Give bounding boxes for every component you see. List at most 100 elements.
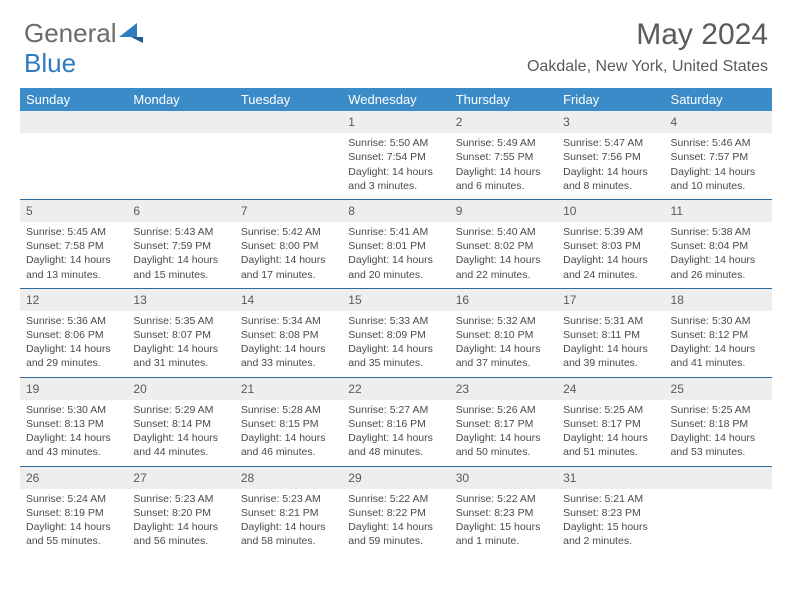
day-line: Sunset: 8:23 PM: [563, 506, 658, 520]
day-line: Sunrise: 5:25 AM: [563, 403, 658, 417]
day-line: and 26 minutes.: [671, 268, 766, 282]
day-line: Sunrise: 5:40 AM: [456, 225, 551, 239]
day-line: Sunrise: 5:42 AM: [241, 225, 336, 239]
calendar-cell: 4Sunrise: 5:46 AMSunset: 7:57 PMDaylight…: [665, 111, 772, 199]
day-line: Sunrise: 5:22 AM: [348, 492, 443, 506]
month-title: May 2024: [527, 18, 768, 52]
calendar-cell: 26Sunrise: 5:24 AMSunset: 8:19 PMDayligh…: [20, 466, 127, 554]
day-line: Sunset: 8:07 PM: [133, 328, 228, 342]
calendar-row: 19Sunrise: 5:30 AMSunset: 8:13 PMDayligh…: [20, 377, 772, 466]
day-line: Sunrise: 5:23 AM: [241, 492, 336, 506]
day-line: Daylight: 14 hours: [671, 165, 766, 179]
day-line: Sunset: 8:17 PM: [563, 417, 658, 431]
day-body-empty: [127, 133, 234, 191]
day-line: Sunrise: 5:41 AM: [348, 225, 443, 239]
day-line: Daylight: 14 hours: [563, 253, 658, 267]
day-line: Sunrise: 5:27 AM: [348, 403, 443, 417]
day-line: Sunset: 8:17 PM: [456, 417, 551, 431]
day-number: 28: [235, 467, 342, 489]
day-body: Sunrise: 5:27 AMSunset: 8:16 PMDaylight:…: [342, 400, 449, 466]
day-number: 5: [20, 200, 127, 222]
day-body-empty: [665, 489, 772, 547]
day-line: Daylight: 14 hours: [348, 342, 443, 356]
day-line: Sunset: 8:21 PM: [241, 506, 336, 520]
day-line: Sunrise: 5:25 AM: [671, 403, 766, 417]
day-line: Sunrise: 5:23 AM: [133, 492, 228, 506]
calendar-cell: 25Sunrise: 5:25 AMSunset: 8:18 PMDayligh…: [665, 377, 772, 466]
day-header: Friday: [557, 88, 664, 111]
day-line: Daylight: 14 hours: [563, 165, 658, 179]
day-line: Sunrise: 5:46 AM: [671, 136, 766, 150]
day-line: Sunset: 8:23 PM: [456, 506, 551, 520]
day-line: and 3 minutes.: [348, 179, 443, 193]
calendar-cell: 17Sunrise: 5:31 AMSunset: 8:11 PMDayligh…: [557, 288, 664, 377]
day-line: and 31 minutes.: [133, 356, 228, 370]
day-body: Sunrise: 5:25 AMSunset: 8:17 PMDaylight:…: [557, 400, 664, 466]
day-line: and 6 minutes.: [456, 179, 551, 193]
day-number-empty: [20, 111, 127, 133]
logo: General: [24, 18, 137, 49]
calendar-cell: 5Sunrise: 5:45 AMSunset: 7:58 PMDaylight…: [20, 199, 127, 288]
day-line: Sunset: 7:58 PM: [26, 239, 121, 253]
calendar-cell: 19Sunrise: 5:30 AMSunset: 8:13 PMDayligh…: [20, 377, 127, 466]
calendar-cell: 15Sunrise: 5:33 AMSunset: 8:09 PMDayligh…: [342, 288, 449, 377]
day-body: Sunrise: 5:46 AMSunset: 7:57 PMDaylight:…: [665, 133, 772, 199]
day-line: Sunset: 7:57 PM: [671, 150, 766, 164]
day-line: Sunrise: 5:22 AM: [456, 492, 551, 506]
calendar-row: 1Sunrise: 5:50 AMSunset: 7:54 PMDaylight…: [20, 111, 772, 199]
day-line: Sunset: 8:18 PM: [671, 417, 766, 431]
day-body: Sunrise: 5:23 AMSunset: 8:21 PMDaylight:…: [235, 489, 342, 555]
calendar-cell: 28Sunrise: 5:23 AMSunset: 8:21 PMDayligh…: [235, 466, 342, 554]
day-body: Sunrise: 5:30 AMSunset: 8:12 PMDaylight:…: [665, 311, 772, 377]
day-number: 19: [20, 378, 127, 400]
day-number: 2: [450, 111, 557, 133]
day-line: Daylight: 14 hours: [26, 520, 121, 534]
day-body: Sunrise: 5:50 AMSunset: 7:54 PMDaylight:…: [342, 133, 449, 199]
calendar-cell: 10Sunrise: 5:39 AMSunset: 8:03 PMDayligh…: [557, 199, 664, 288]
day-line: Sunrise: 5:35 AM: [133, 314, 228, 328]
day-line: Daylight: 14 hours: [241, 253, 336, 267]
calendar-cell: 13Sunrise: 5:35 AMSunset: 8:07 PMDayligh…: [127, 288, 234, 377]
day-line: Sunrise: 5:36 AM: [26, 314, 121, 328]
day-line: Sunrise: 5:49 AM: [456, 136, 551, 150]
day-line: Sunrise: 5:47 AM: [563, 136, 658, 150]
day-number: 29: [342, 467, 449, 489]
day-body: Sunrise: 5:39 AMSunset: 8:03 PMDaylight:…: [557, 222, 664, 288]
day-body: Sunrise: 5:49 AMSunset: 7:55 PMDaylight:…: [450, 133, 557, 199]
day-number: 14: [235, 289, 342, 311]
calendar-cell: 20Sunrise: 5:29 AMSunset: 8:14 PMDayligh…: [127, 377, 234, 466]
day-line: Sunset: 8:20 PM: [133, 506, 228, 520]
day-line: and 51 minutes.: [563, 445, 658, 459]
day-number: 27: [127, 467, 234, 489]
day-line: Sunrise: 5:24 AM: [26, 492, 121, 506]
day-header: Tuesday: [235, 88, 342, 111]
calendar-cell: 31Sunrise: 5:21 AMSunset: 8:23 PMDayligh…: [557, 466, 664, 554]
day-line: Sunrise: 5:26 AM: [456, 403, 551, 417]
day-body: Sunrise: 5:36 AMSunset: 8:06 PMDaylight:…: [20, 311, 127, 377]
day-number: 24: [557, 378, 664, 400]
day-line: Sunset: 8:03 PM: [563, 239, 658, 253]
day-line: Daylight: 14 hours: [348, 431, 443, 445]
day-line: Daylight: 14 hours: [348, 165, 443, 179]
day-body: Sunrise: 5:24 AMSunset: 8:19 PMDaylight:…: [20, 489, 127, 555]
day-number-empty: [665, 467, 772, 489]
day-line: Daylight: 14 hours: [456, 342, 551, 356]
day-body: Sunrise: 5:40 AMSunset: 8:02 PMDaylight:…: [450, 222, 557, 288]
day-body: Sunrise: 5:43 AMSunset: 7:59 PMDaylight:…: [127, 222, 234, 288]
calendar-cell: [127, 111, 234, 199]
calendar-cell: 9Sunrise: 5:40 AMSunset: 8:02 PMDaylight…: [450, 199, 557, 288]
day-line: and 8 minutes.: [563, 179, 658, 193]
calendar-cell: 22Sunrise: 5:27 AMSunset: 8:16 PMDayligh…: [342, 377, 449, 466]
calendar-cell: 6Sunrise: 5:43 AMSunset: 7:59 PMDaylight…: [127, 199, 234, 288]
calendar-cell: 3Sunrise: 5:47 AMSunset: 7:56 PMDaylight…: [557, 111, 664, 199]
day-line: Daylight: 14 hours: [241, 431, 336, 445]
day-line: and 48 minutes.: [348, 445, 443, 459]
day-line: and 50 minutes.: [456, 445, 551, 459]
day-line: Daylight: 14 hours: [241, 520, 336, 534]
day-number: 26: [20, 467, 127, 489]
day-number: 23: [450, 378, 557, 400]
calendar-row: 12Sunrise: 5:36 AMSunset: 8:06 PMDayligh…: [20, 288, 772, 377]
day-body: Sunrise: 5:47 AMSunset: 7:56 PMDaylight:…: [557, 133, 664, 199]
title-block: May 2024 Oakdale, New York, United State…: [527, 18, 768, 76]
day-number-empty: [235, 111, 342, 133]
